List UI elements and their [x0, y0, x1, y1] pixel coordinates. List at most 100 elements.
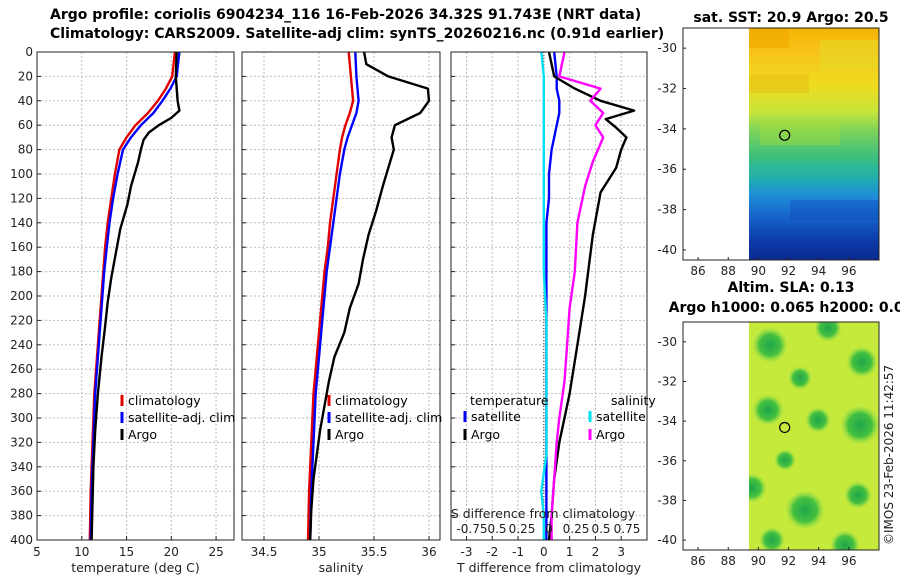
- y-tick-label: 160: [10, 240, 33, 254]
- map-x-tick-label: 96: [841, 554, 856, 568]
- x-tick-label: 20: [164, 545, 179, 559]
- sst-map-panel: 86 88 90 92 94 96 -30 -32 -34 -36 -38 -40 sat. SST: …: [657, 10, 888, 278]
- temperature-panel: 5 10 15 20 25 0 20 40 60 80 100 120 140 160 180 200 220 2…: [10, 45, 235, 575]
- series-line-argo: [309, 51, 431, 541]
- x-tick-label: 35: [311, 545, 326, 559]
- sla-map-panel: 86 88 90 92 94 96 -30 -32 -34 -36 -38 -40 Altim. SLA…: [657, 280, 900, 568]
- s-difference-tick: 0: [545, 522, 553, 536]
- y-tick-label: 300: [10, 411, 33, 425]
- map-x-tick-label: 86: [690, 554, 705, 568]
- legend-title-salinity: salinity: [611, 393, 656, 408]
- y-tick-label: 140: [10, 216, 33, 230]
- legend-label: satellite-adj. clim: [335, 410, 442, 425]
- map-y-tick-label: -40: [657, 533, 677, 547]
- difference-panel: -3 -2 -1 0 1 2 3T difference from climatologyt…: [450, 51, 656, 575]
- x-tick-label: 25: [208, 545, 223, 559]
- y-tick-label: 260: [10, 362, 33, 376]
- y-tick-label: 280: [10, 387, 33, 401]
- x-tick-label: 35.5: [361, 545, 388, 559]
- y-tick-label: 20: [18, 69, 33, 83]
- map-y-tick-label: -34: [657, 414, 677, 428]
- map-x-tick-label: 88: [721, 264, 736, 278]
- argo-location-marker: [779, 421, 791, 434]
- series-line-argo: [90, 51, 181, 541]
- map-y-tick-label: -38: [657, 493, 677, 507]
- series-line-salinity-argo: [550, 51, 605, 540]
- y-tick-label: 240: [10, 338, 33, 352]
- s-difference-label: S difference from climatology: [451, 506, 636, 521]
- figure-title-line1: Argo profile: coriolis 6904234_116 16-Fe…: [50, 7, 641, 23]
- legend-label: Argo: [128, 427, 157, 442]
- y-tick-label: 220: [10, 313, 33, 327]
- x-tick-label: 1: [566, 545, 574, 559]
- map-x-tick-label: 94: [811, 264, 826, 278]
- map-y-tick-label: -30: [657, 41, 677, 55]
- map-y-tick-label: -32: [657, 82, 677, 96]
- y-tick-label: 120: [10, 191, 33, 205]
- x-axis-label: salinity: [319, 560, 364, 575]
- x-tick-label: 15: [119, 545, 134, 559]
- legend-label: satellite-adj. clim: [128, 410, 235, 425]
- y-tick-label: 80: [18, 143, 33, 157]
- x-tick-label: 36: [421, 545, 436, 559]
- series-line-satellite-adj-clim: [89, 51, 181, 541]
- y-tick-label: 320: [10, 435, 33, 449]
- legend-label: satellite: [596, 409, 646, 424]
- map-y-tick-label: -36: [657, 454, 677, 468]
- map-x-tick-label: 88: [721, 554, 736, 568]
- x-tick-label: -3: [460, 545, 472, 559]
- legend-label: Argo: [596, 427, 625, 442]
- y-tick-label: 340: [10, 460, 33, 474]
- series-line-climatology: [306, 51, 355, 541]
- sst-field: [749, 28, 879, 260]
- map-y-tick-label: -30: [657, 335, 677, 349]
- map-y-tick-label: -36: [657, 162, 677, 176]
- sla-eddies: [749, 322, 879, 550]
- map-title: Altim. SLA: 0.13: [727, 280, 854, 296]
- map-x-tick-label: 92: [781, 554, 796, 568]
- legend-label: climatology: [335, 393, 408, 408]
- imos-timestamp: ©IMOS 23-Feb-2026 11:42:57: [882, 365, 896, 545]
- map-x-tick-label: 90: [751, 264, 766, 278]
- y-tick-label: 360: [10, 484, 33, 498]
- salinity-panel: 34.5 35 35.5 36 salinity climatology satellite…: [241, 51, 442, 575]
- plot-frame: [450, 51, 648, 541]
- s-difference-tick: -0.75: [456, 522, 487, 536]
- s-difference-tick: 0.5: [591, 522, 610, 536]
- figure-title-line2: Climatology: CARS2009. Satellite-adj cli…: [50, 26, 664, 42]
- y-tick-label: 40: [18, 94, 33, 108]
- s-difference-tick: 0.25: [509, 522, 536, 536]
- plot-frame: [241, 51, 441, 541]
- map-y-tick-label: -32: [657, 374, 677, 388]
- x-tick-label: 2: [592, 545, 600, 559]
- map-x-tick-label: 94: [811, 554, 826, 568]
- x-tick-label: 34.5: [251, 545, 278, 559]
- map-x-tick-label: 92: [781, 264, 796, 278]
- map-y-tick-label: -34: [657, 122, 677, 136]
- x-axis-label: T difference from climatology: [456, 560, 642, 575]
- y-tick-label: 200: [10, 289, 33, 303]
- map-x-tick-label: 96: [841, 264, 856, 278]
- x-tick-label: -1: [512, 545, 524, 559]
- legend-label: Argo: [471, 427, 500, 442]
- s-difference-tick: 0.25: [563, 522, 590, 536]
- y-tick-label: 180: [10, 265, 33, 279]
- x-tick-label: 0: [540, 545, 548, 559]
- legend-label: climatology: [128, 393, 201, 408]
- legend-label: satellite: [471, 409, 521, 424]
- map-x-tick-label: 86: [690, 264, 705, 278]
- s-difference-tick: 0.75: [614, 522, 641, 536]
- sst-texture: [749, 28, 879, 220]
- legend-title-temperature: temperature: [470, 393, 549, 408]
- map-title: sat. SST: 20.9 Argo: 20.5: [693, 10, 888, 26]
- y-tick-label: 400: [10, 533, 33, 547]
- x-axis-label: temperature (deg C): [71, 560, 200, 575]
- y-tick-label: 380: [10, 509, 33, 523]
- x-tick-label: 3: [617, 545, 625, 559]
- map-frame: [682, 27, 880, 261]
- map-y-tick-label: -40: [657, 243, 677, 257]
- x-tick-label: 5: [33, 545, 41, 559]
- x-tick-label: -2: [486, 545, 498, 559]
- map-y-tick-label: -38: [657, 203, 677, 217]
